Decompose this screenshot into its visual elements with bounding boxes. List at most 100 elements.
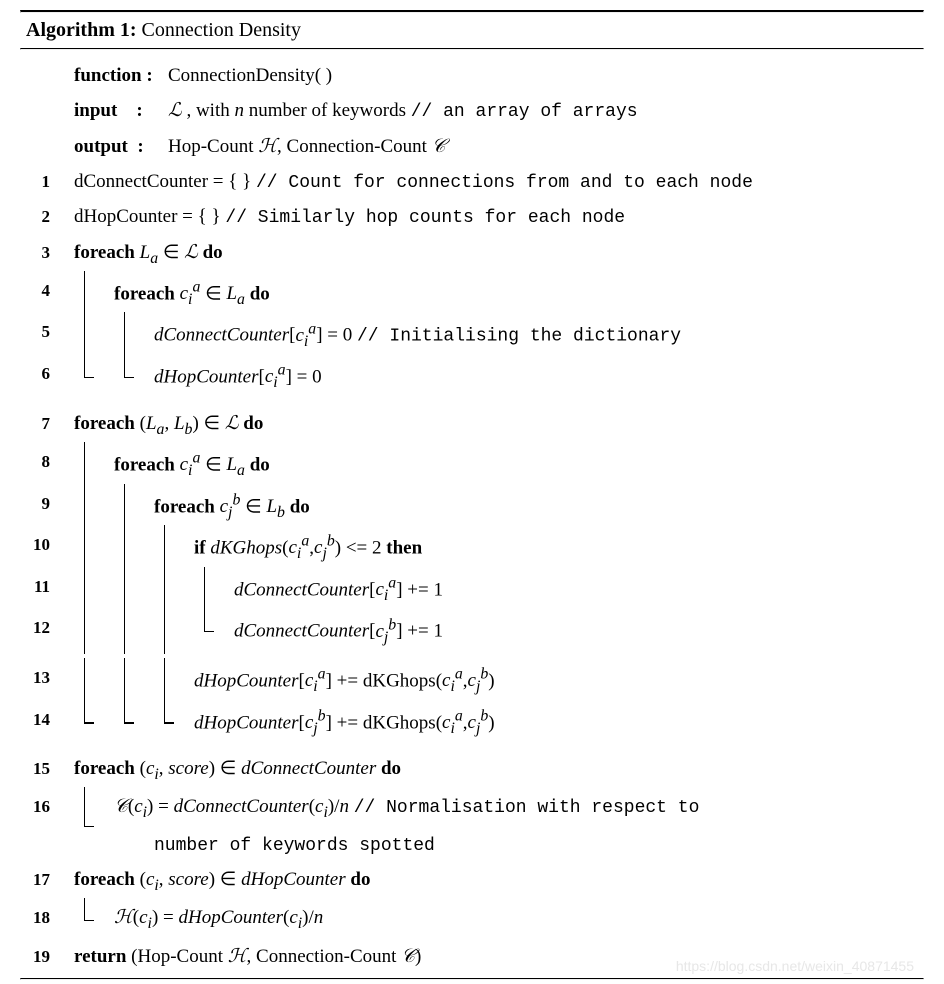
indent-bar	[74, 702, 114, 744]
input-text: ℒ , with n number of keywords	[168, 100, 406, 121]
line-number	[20, 129, 58, 132]
line-text: dConnectCounter[cia] = 0 // Initialising…	[154, 314, 924, 356]
line-number: 11	[20, 569, 58, 603]
algorithm-line: 16𝒞(ci) = dConnectCounter(ci)/n // Norma…	[20, 789, 924, 862]
line-content: foreach cia ∈ La do	[58, 444, 924, 486]
algorithm-line: 10 if dKGhops(cia,cjb) <= 2 then	[20, 527, 924, 569]
line-text: foreach cia ∈ La do	[114, 444, 924, 486]
gap	[20, 652, 924, 660]
indent-bar	[114, 660, 154, 702]
algorithm-line: 7foreach (La, Lb) ∈ ℒ do	[20, 406, 924, 444]
indent-bar	[114, 314, 154, 356]
indent-bar	[154, 569, 194, 611]
algorithm-line: 8foreach cia ∈ La do	[20, 444, 924, 486]
algorithm-box: Algorithm 1: Connection Density function…	[0, 0, 944, 984]
line-number: 14	[20, 702, 58, 736]
indent-bar	[114, 569, 154, 611]
indent-bar	[74, 273, 114, 315]
algorithm-line: 18 ℋ(ci) = dHopCounter(ci)/n	[20, 900, 924, 938]
indent-bar	[154, 527, 194, 569]
line-text: dHopCounter[cia] += dKGhops(cia,cjb)	[194, 660, 924, 702]
line-text: foreach cjb ∈ Lb do	[154, 486, 924, 528]
algorithm-line: 14dHopCounter[cjb] += dKGhops(cia,cjb)	[20, 702, 924, 744]
algorithm-line: 12 dConnectCounter[cjb] += 1	[20, 610, 924, 652]
algorithm-line: 15foreach (ci, score) ∈ dConnectCounter …	[20, 751, 924, 789]
line-text: dConnectCounter[cjb] += 1	[234, 610, 924, 652]
line-content: if dKGhops(cia,cjb) <= 2 then	[58, 527, 924, 569]
line-content: foreach La ∈ ℒ do	[58, 235, 924, 273]
indent-bar	[74, 789, 114, 862]
line-comment: // Normalisation with respect to	[354, 798, 700, 818]
indent-bar	[74, 660, 114, 702]
input-sep: :	[136, 100, 142, 121]
line-text: dConnectCounter = { } // Count for conne…	[74, 164, 924, 199]
line-content: foreach (ci, score) ∈ dConnectCounter do	[58, 751, 924, 789]
indent-bar	[154, 702, 194, 744]
indent-bar	[114, 356, 154, 398]
line-text: foreach (ci, score) ∈ dConnectCounter do	[74, 751, 924, 789]
output-sep: :	[137, 136, 143, 157]
algorithm-line: 13dHopCounter[cia] += dKGhops(cia,cjb)	[20, 660, 924, 702]
indent-bar	[114, 610, 154, 652]
indent-bar	[74, 569, 114, 611]
algorithm-line: 5dConnectCounter[cia] = 0 // Initialisin…	[20, 314, 924, 356]
algorithm-line: 2 dHopCounter = { } // Similarly hop coun…	[20, 199, 924, 234]
line-number: 9	[20, 486, 58, 520]
line-number: 1	[20, 164, 58, 198]
input-kw: input	[74, 100, 117, 121]
output-kw: output	[74, 136, 128, 157]
indent-bar	[74, 900, 114, 938]
line-content: dHopCounter = { } // Similarly hop count…	[58, 199, 924, 234]
algorithm-line: 17 foreach (ci, score) ∈ dHopCounter do	[20, 862, 924, 900]
gap	[20, 398, 924, 406]
line-text: foreach (ci, score) ∈ dHopCounter do	[74, 862, 924, 900]
line-number: 10	[20, 527, 58, 561]
line-number	[20, 58, 58, 61]
indent-bar	[114, 702, 154, 744]
lines-container: 1 dConnectCounter = { } // Count for conn…	[20, 164, 924, 974]
line-number: 17	[20, 862, 58, 896]
line-text: ℋ(ci) = dHopCounter(ci)/n	[114, 900, 924, 938]
indent-bar	[74, 486, 114, 528]
line-comment: // Count for connections from and to eac…	[256, 173, 753, 193]
line-number: 18	[20, 900, 58, 934]
line-text: 𝒞(ci) = dConnectCounter(ci)/n // Normali…	[114, 789, 924, 862]
line-content: dHopCounter[cjb] += dKGhops(cia,cjb)	[58, 702, 924, 744]
watermark: https://blog.csdn.net/weixin_40871455	[20, 958, 924, 974]
algorithm-title-line: Algorithm 1: Connection Density	[20, 13, 924, 48]
header-input: input : ℒ , with n number of keywords // …	[20, 93, 924, 128]
indent-bar	[114, 527, 154, 569]
line-content: 𝒞(ci) = dConnectCounter(ci)/n // Normali…	[58, 789, 924, 862]
line-comment-wrap: number of keywords spotted	[154, 836, 435, 856]
indent-bar	[74, 444, 114, 486]
line-content: dConnectCounter[cia] += 1	[58, 569, 924, 611]
indent-bar	[194, 569, 234, 611]
gap	[20, 743, 924, 751]
line-text: foreach La ∈ ℒ do	[74, 235, 924, 273]
line-number: 7	[20, 406, 58, 440]
line-text: dHopCounter[cia] = 0	[154, 356, 924, 398]
line-content: dHopCounter[cia] = 0	[58, 356, 924, 398]
line-text: if dKGhops(cia,cjb) <= 2 then	[194, 527, 924, 569]
algorithm-title: Connection Density	[142, 19, 301, 41]
indent-bar	[194, 610, 234, 652]
algorithm-line: 6dHopCounter[cia] = 0	[20, 356, 924, 398]
line-content: foreach cjb ∈ Lb do	[58, 486, 924, 528]
line-content: foreach cia ∈ La do	[58, 273, 924, 315]
line-number	[20, 93, 58, 96]
bottom-rule	[20, 978, 924, 980]
line-content: dConnectCounter = { } // Count for conne…	[58, 164, 924, 199]
line-text: dHopCounter = { } // Similarly hop count…	[74, 199, 924, 234]
algorithm-line: 1 dConnectCounter = { } // Count for conn…	[20, 164, 924, 199]
header-output: output : Hop-Count ℋ, Connection-Count 𝒞	[20, 129, 924, 164]
output-text: Hop-Count ℋ, Connection-Count 𝒞	[168, 136, 446, 157]
algorithm-line: 4foreach cia ∈ La do	[20, 273, 924, 315]
algorithm-line: 3foreach La ∈ ℒ do	[20, 235, 924, 273]
line-content: dConnectCounter[cia] = 0 // Initialising…	[58, 314, 924, 356]
line-number: 2	[20, 199, 58, 233]
line-comment: // Similarly hop counts for each node	[225, 208, 625, 228]
input-comment: // an array of arrays	[411, 102, 638, 122]
line-number: 12	[20, 610, 58, 644]
algorithm-content: function :ConnectionDensity( ) input :ℒ …	[20, 50, 924, 978]
line-number: 4	[20, 273, 58, 307]
